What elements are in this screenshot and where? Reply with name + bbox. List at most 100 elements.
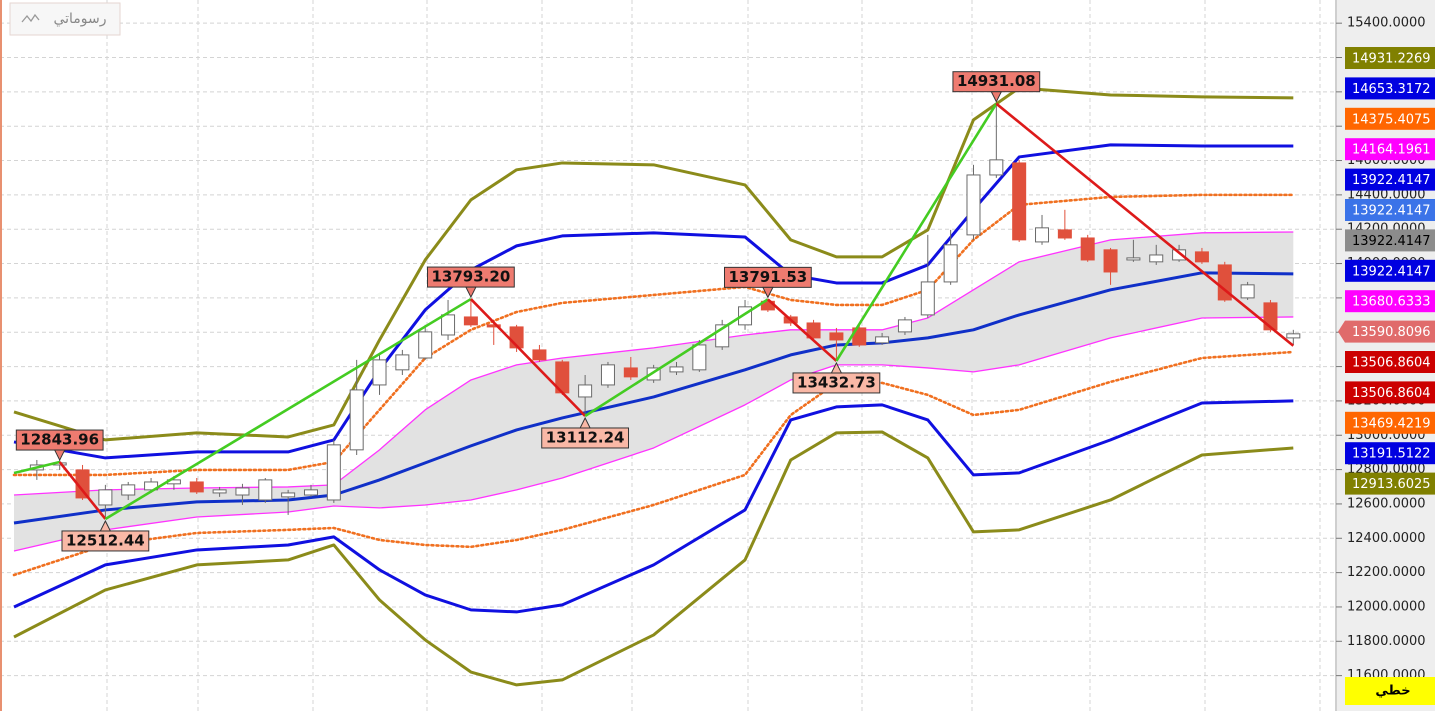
pivot-text: 13791.53	[728, 268, 807, 286]
price-tag-label: 13922.4147	[1352, 204, 1431, 219]
price-tag	[1345, 138, 1435, 161]
price-tag-label: 13922.4147	[1352, 264, 1431, 279]
pivot-label: 13791.53	[723, 266, 812, 299]
pivot-label: 13112.24	[541, 416, 630, 449]
pivot-pointer	[990, 91, 1003, 103]
drawings-button[interactable]: رسوماتي	[9, 2, 121, 36]
band-line	[13, 399, 1294, 614]
zigzag-segment	[995, 102, 1295, 347]
price-tag-label: 13590.8096	[1352, 325, 1431, 340]
candle-body	[441, 314, 456, 336]
pivot-text: 13793.20	[432, 268, 511, 286]
pivot-label: 13432.73	[792, 361, 881, 394]
pivot-pointer	[579, 416, 591, 429]
price-tag	[1345, 259, 1435, 282]
candle-body	[235, 487, 250, 496]
price-tag-label: 14653.3172	[1352, 82, 1431, 97]
candle-body	[943, 244, 958, 283]
price-tag-label: 13506.8604	[1352, 356, 1431, 371]
candle-body	[395, 354, 410, 371]
chart-mode-box[interactable]: خطي	[1345, 677, 1435, 705]
candle-body	[1286, 333, 1301, 339]
band-fill	[14, 231, 1294, 551]
candle-body	[1194, 251, 1209, 263]
candle-body	[989, 159, 1004, 176]
candle-body	[189, 481, 204, 493]
candle-body	[212, 489, 227, 494]
plot-area: 12843.96 12512.44 13793.20 13112.24 13791.53…	[0, 0, 1335, 711]
candle-body	[600, 364, 615, 386]
price-tag	[1345, 47, 1435, 69]
band-line	[13, 430, 1294, 687]
price-tag-label: 13469.4219	[1352, 416, 1431, 431]
price-tag-pointer	[1338, 320, 1345, 343]
price-tag-label: 13680.6333	[1352, 295, 1431, 310]
candle-body	[303, 489, 318, 496]
y-tick-label: 12600.0000	[1347, 496, 1426, 511]
candle-body	[418, 331, 433, 359]
candle-body	[532, 349, 547, 361]
candle-body	[623, 367, 638, 378]
candle-body	[1012, 162, 1027, 241]
price-tag	[1345, 168, 1435, 191]
price-tag	[1345, 472, 1435, 495]
pivot-text: 12843.96	[20, 431, 99, 449]
candle-body	[897, 319, 912, 333]
price-axis: 11600.000011800.000012000.000012200.0000…	[1336, 16, 1435, 683]
band-line	[13, 86, 1294, 442]
price-tag	[1345, 77, 1435, 100]
price-tag-label: 14375.4075	[1352, 112, 1431, 127]
band-line	[12, 350, 1295, 577]
button-label[interactable]: رسوماتي	[53, 11, 106, 27]
candle-body	[121, 484, 136, 496]
candle-body	[806, 322, 821, 339]
pivot-pointer	[53, 449, 66, 462]
mode-frame[interactable]	[1345, 677, 1435, 705]
mode-label[interactable]: خطي	[1375, 684, 1410, 699]
price-tag	[1345, 411, 1435, 434]
candle-body	[1103, 249, 1118, 273]
pivot-label: 12843.96	[15, 429, 104, 462]
price-tag-label: 13191.5122	[1352, 447, 1431, 462]
price-tag	[1345, 381, 1435, 404]
candle-body	[692, 344, 707, 371]
y-tick-label: 15400.0000	[1347, 16, 1426, 31]
price-tag-label: 13922.4147	[1352, 234, 1431, 249]
price-tag	[1345, 442, 1435, 465]
candle-body	[829, 332, 844, 341]
y-tick-label: 12400.0000	[1347, 531, 1426, 546]
y-tick-label: 12200.0000	[1347, 565, 1426, 580]
price-tag-label: 14931.2269	[1352, 52, 1431, 67]
candle-body	[144, 481, 159, 491]
zigzag-segment	[104, 297, 472, 521]
candle-body	[1172, 249, 1187, 261]
candle-body	[1057, 229, 1072, 239]
zigzag-segment	[58, 461, 107, 520]
price-tag	[1345, 199, 1435, 221]
y-tick-label: 12000.0000	[1347, 599, 1426, 614]
pivot-pointer	[99, 519, 112, 532]
pivot-label: 12512.44	[61, 519, 150, 552]
pivot-text: 13432.73	[797, 373, 876, 391]
pivot-text: 12512.44	[66, 531, 145, 549]
price-tag-label: 12913.6025	[1352, 477, 1431, 492]
price-tag	[1345, 229, 1435, 252]
zigzag-segment	[767, 298, 838, 362]
candle-body	[486, 324, 501, 328]
price-tag-label: 13922.4147	[1352, 173, 1431, 188]
candle-body	[98, 489, 113, 506]
band-line	[13, 316, 1294, 552]
price-tag	[1345, 351, 1435, 373]
candle-body	[349, 389, 364, 451]
pivot-label: 14931.08	[952, 71, 1041, 103]
candle-body	[281, 492, 296, 498]
candle-body	[875, 336, 890, 344]
button-frame[interactable]	[9, 2, 121, 36]
price-tag	[1345, 290, 1435, 313]
band-line	[13, 231, 1294, 496]
candle-body	[1126, 257, 1141, 261]
y-tick-label: 14400.0000	[1347, 187, 1426, 202]
candle-body	[1149, 254, 1164, 263]
